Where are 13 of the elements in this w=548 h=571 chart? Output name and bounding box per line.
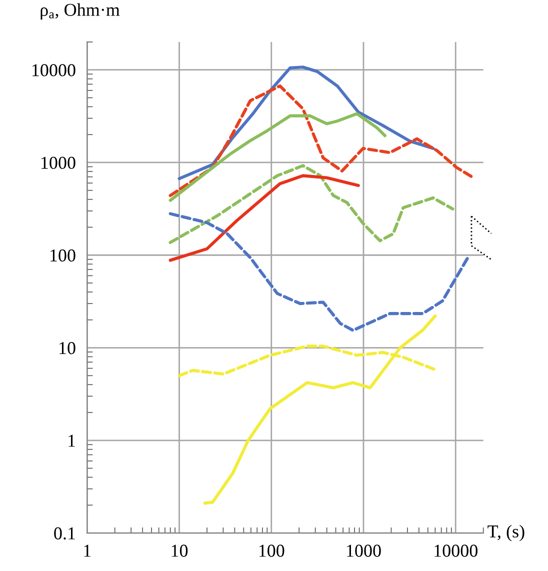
y-tick-label: 1000 bbox=[42, 156, 76, 169]
y-tick-label: 0.1 bbox=[54, 527, 75, 540]
y-tick-label: 1 bbox=[68, 434, 75, 447]
x-axis-title: T, (s) bbox=[488, 524, 524, 542]
x-tick-label: 100 bbox=[259, 544, 284, 557]
x-tick-label: 1000 bbox=[347, 544, 381, 557]
y-axis-title: ρ$_{a}$, Ohm·m bbox=[40, 3, 120, 20]
y-tick-label: 10 bbox=[60, 342, 76, 354]
y-tick-label: 10000 bbox=[32, 64, 76, 76]
x-tick-label: 10000 bbox=[434, 544, 478, 557]
y-tick-label: 100 bbox=[50, 249, 76, 262]
x-tick-label: 1 bbox=[84, 544, 91, 557]
x-tick-label: 10 bbox=[172, 544, 188, 557]
